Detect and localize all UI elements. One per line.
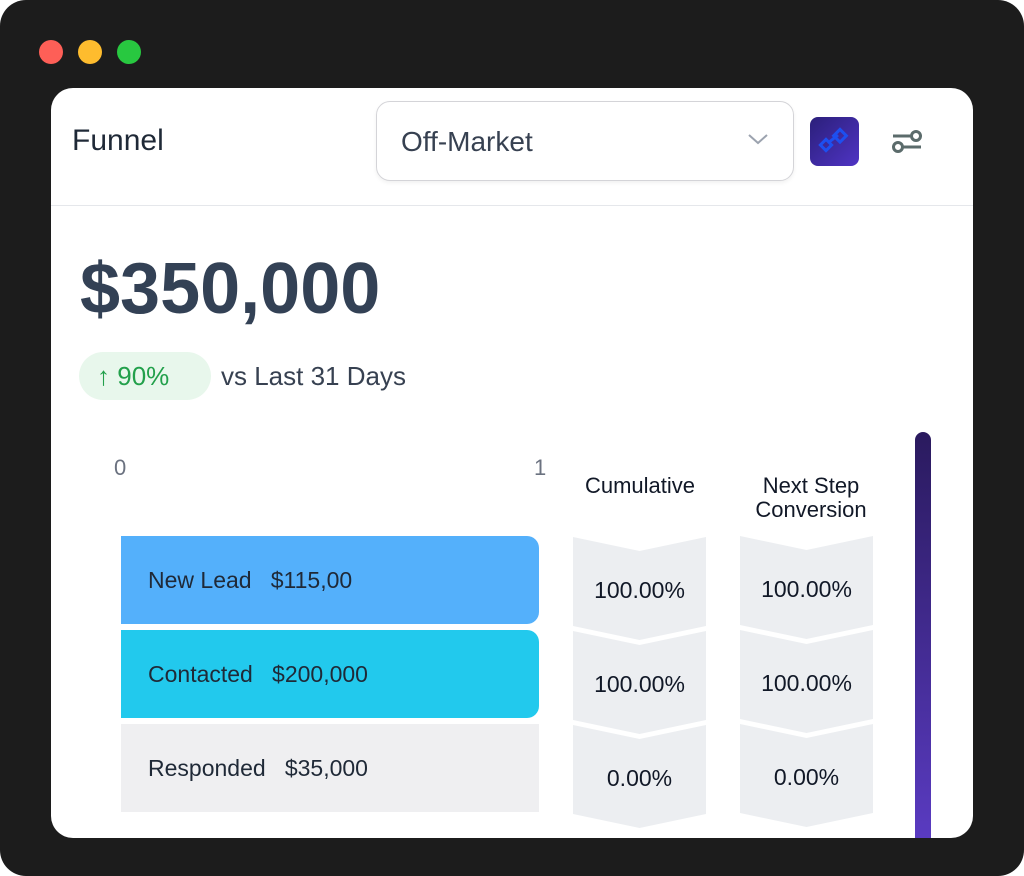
cumulative-cell: 100.00% <box>573 631 706 734</box>
stage-value: $200,000 <box>272 661 368 687</box>
funnel-bar[interactable]: New Lead $115,00 <box>121 536 539 624</box>
cumulative-cell: 100.00% <box>573 537 706 640</box>
next-step-cell: 100.00% <box>740 536 873 639</box>
stage-value: $35,000 <box>284 755 368 781</box>
select-value: Off-Market <box>401 126 533 157</box>
scrollbar[interactable] <box>915 432 931 838</box>
total-value: $350,000 <box>80 249 381 329</box>
change-percent: 90% <box>117 361 170 391</box>
next-step-header: Next Step Conversion <box>755 473 867 522</box>
axis-max-label: 1 <box>534 455 547 480</box>
cumulative-header: Cumulative <box>584 473 696 498</box>
next-step-cell: 100.00% <box>740 630 873 733</box>
filter-settings-icon[interactable] <box>891 128 923 154</box>
close-window-button[interactable] <box>39 40 63 64</box>
funnel-bar[interactable]: Contacted $200,000 <box>121 630 539 718</box>
card-header: Funnel Off-Market <box>51 88 973 206</box>
app-logo-icon[interactable] <box>810 117 859 166</box>
stage-name: Responded <box>148 755 266 781</box>
funnel-card: Funnel Off-Market $350,000 ↑ 90% vs Last… <box>51 88 973 838</box>
chevron-down-icon <box>748 134 768 145</box>
next-step-cell: 0.00% <box>740 724 873 827</box>
comparison-label: vs Last 31 Days <box>221 361 406 391</box>
stage-value: $115,00 <box>270 567 353 593</box>
stage-name: Contacted <box>148 661 253 687</box>
minimize-window-button[interactable] <box>78 40 102 64</box>
axis-min-label: 0 <box>114 455 127 480</box>
funnel-bar[interactable]: Responded $35,000 <box>121 724 539 812</box>
change-badge: ↑ 90% <box>79 352 211 400</box>
pipeline-select[interactable]: Off-Market <box>376 101 794 181</box>
maximize-window-button[interactable] <box>117 40 141 64</box>
arrow-up-icon: ↑ <box>97 361 118 391</box>
stage-name: New Lead <box>148 567 252 593</box>
page-title: Funnel <box>72 124 164 157</box>
cumulative-cell: 0.00% <box>573 725 706 828</box>
